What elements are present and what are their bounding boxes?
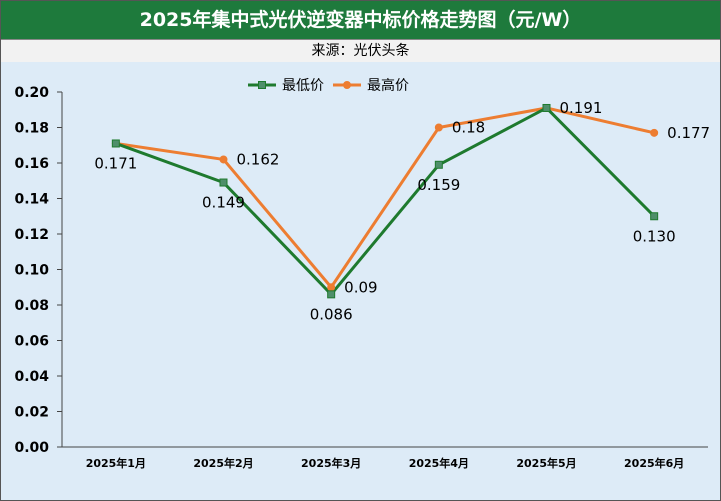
y-tick-label: 0.06 xyxy=(14,334,49,350)
legend-marker-high xyxy=(343,81,351,89)
plot-background xyxy=(1,62,720,500)
x-tick-label: 2025年6月 xyxy=(624,456,684,470)
data-label-high: 0.09 xyxy=(344,278,377,296)
data-label-low: 0.191 xyxy=(560,99,603,117)
data-point-low xyxy=(650,212,659,221)
x-tick-label: 2025年3月 xyxy=(301,456,361,470)
legend-marker-low xyxy=(258,81,266,89)
data-label-high: 0.177 xyxy=(667,124,710,142)
y-tick-label: 0.04 xyxy=(14,369,49,385)
data-point-high xyxy=(219,155,228,164)
data-label-high: 0.18 xyxy=(452,119,485,137)
data-point-low xyxy=(434,160,443,169)
y-tick-label: 0.20 xyxy=(14,85,49,101)
data-point-high xyxy=(327,283,336,292)
data-label-low: 0.159 xyxy=(417,176,460,194)
y-tick-label: 0.10 xyxy=(14,263,49,279)
data-point-low xyxy=(219,178,228,187)
source-note: 来源：光伏头条 xyxy=(1,39,720,63)
data-point-low xyxy=(542,103,551,112)
legend-label-low: 最低价 xyxy=(282,78,324,94)
chart-title: 2025年集中式光伏逆变器中标价格走势图（元/W） xyxy=(1,1,720,39)
data-label-low: 0.171 xyxy=(94,154,137,172)
data-label-low: 0.086 xyxy=(310,305,353,323)
x-tick-label: 2025年1月 xyxy=(86,456,146,470)
data-label-low: 0.149 xyxy=(202,194,245,212)
data-point-low xyxy=(327,290,336,299)
x-tick-label: 2025年5月 xyxy=(516,456,576,470)
y-tick-label: 0.08 xyxy=(14,298,49,314)
y-tick-label: 0.14 xyxy=(14,192,49,208)
x-tick-label: 2025年4月 xyxy=(409,456,469,470)
data-label-high: 0.162 xyxy=(237,150,280,168)
data-label-low: 0.130 xyxy=(633,227,676,245)
x-tick-label: 2025年2月 xyxy=(193,456,253,470)
y-tick-label: 0.02 xyxy=(14,405,49,421)
y-tick-label: 0.18 xyxy=(14,121,49,137)
data-point-high xyxy=(434,123,443,132)
y-tick-label: 0.16 xyxy=(14,156,49,172)
series-line-low xyxy=(115,106,656,296)
data-point-high xyxy=(650,128,659,137)
data-point-low xyxy=(111,139,120,148)
y-tick-label: 0.00 xyxy=(14,440,49,456)
series-line-high xyxy=(115,106,655,289)
line-chart: 0.00 0.02 0.04 0.06 0.08 0.10 0.12 0.14 0.16 0.18… xyxy=(14,77,710,470)
y-tick-label: 0.12 xyxy=(14,227,49,243)
legend-label-high: 最高价 xyxy=(367,77,409,94)
